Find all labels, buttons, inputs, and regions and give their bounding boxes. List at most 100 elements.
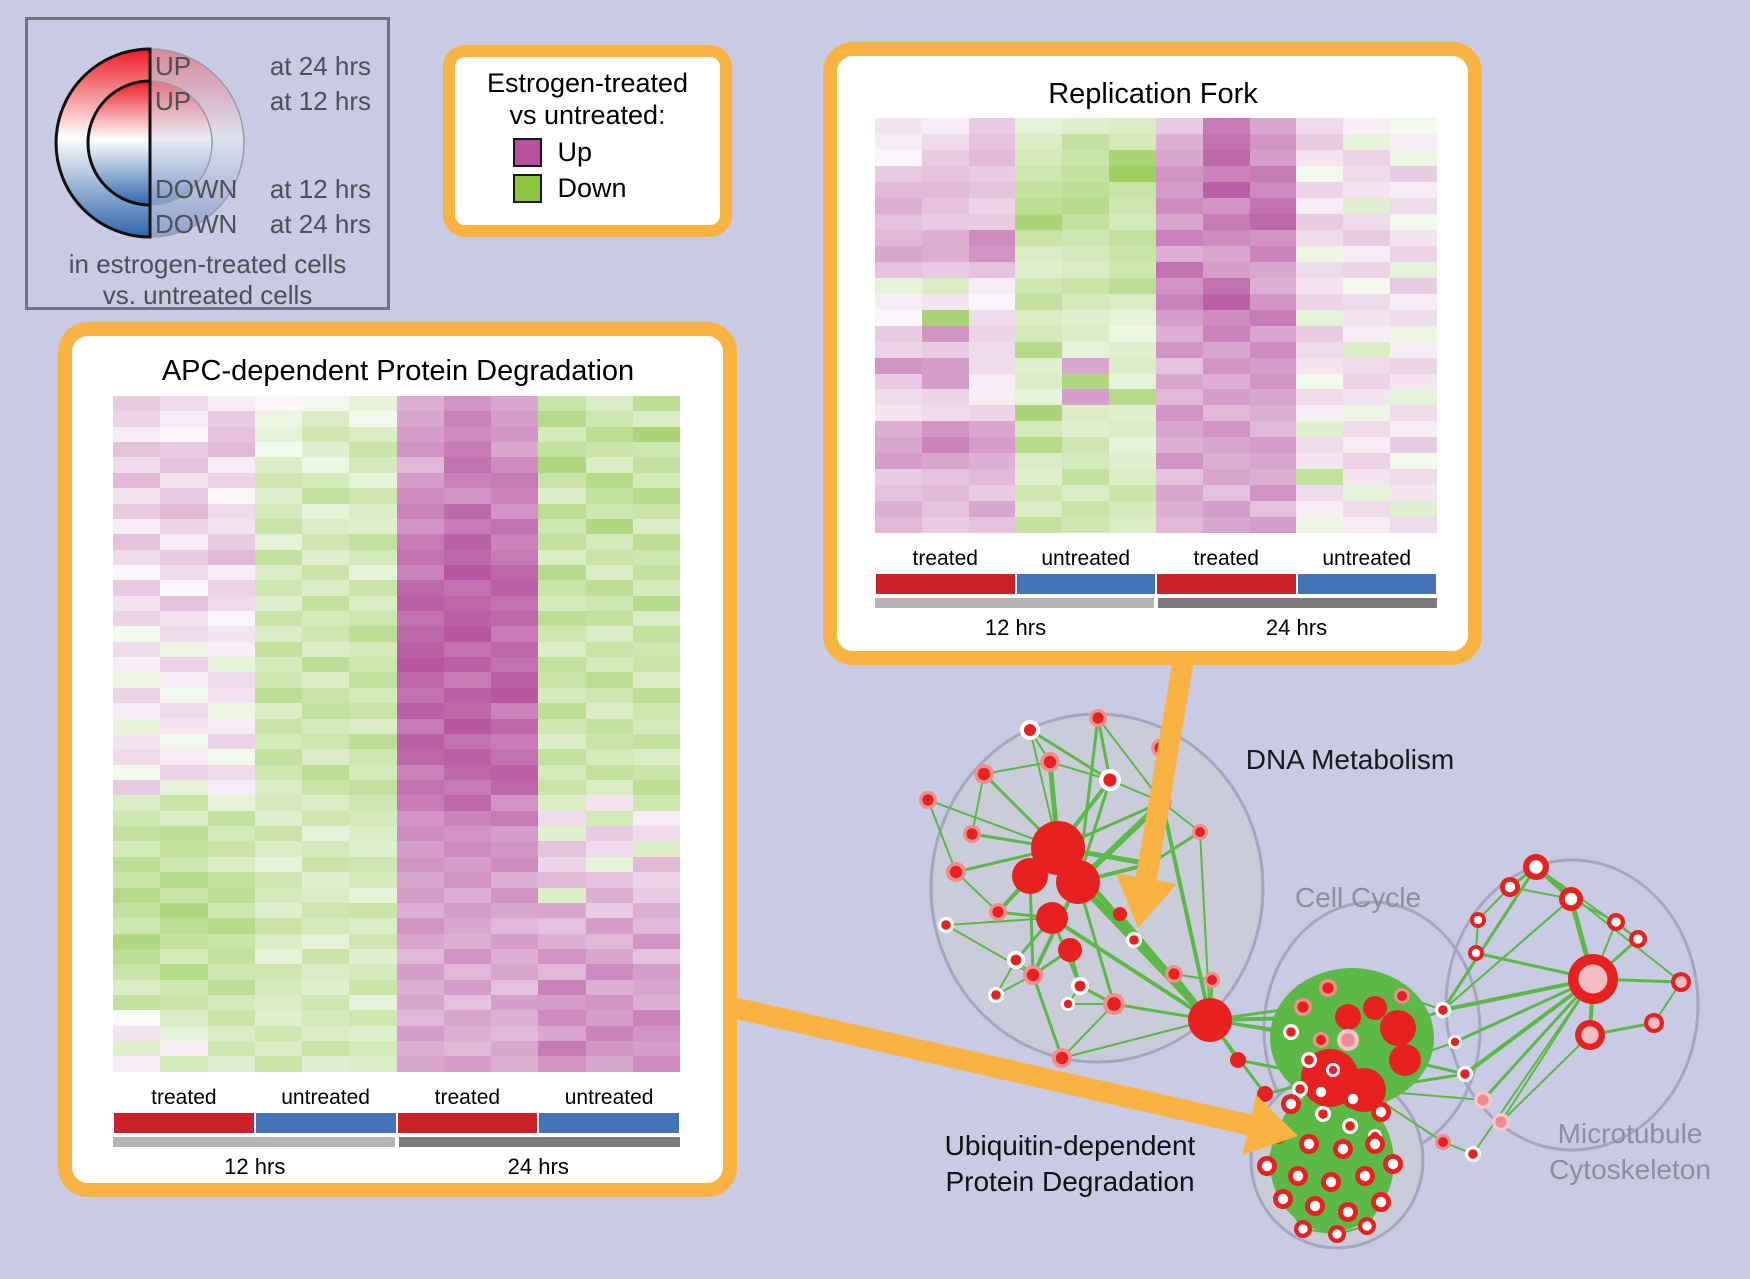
heatmap-cell: [1390, 341, 1437, 358]
network-edge: [1118, 913, 1212, 1021]
heatmap-cell: [113, 672, 161, 688]
heatmap-row: [113, 1010, 680, 1026]
heatmap-cell: [302, 703, 350, 719]
heatmap-cell: [585, 764, 633, 780]
heatmap-cell: [254, 703, 302, 719]
heatmap-row: [875, 485, 1437, 502]
heatmap-cell: [349, 518, 397, 535]
heatmap-row: [113, 703, 680, 719]
heatmap-row: [113, 1025, 680, 1042]
heatmap-cell: [491, 580, 539, 596]
network-node: [1363, 996, 1387, 1020]
arrow-head-icon: [1115, 873, 1177, 928]
heatmap-cell: [1202, 485, 1250, 502]
heatmap-cell: [1343, 309, 1391, 326]
heatmap-cell: [968, 373, 1016, 390]
heatmap-cell: [1390, 389, 1437, 406]
heatmap-cell: [875, 373, 922, 390]
heatmap-cell: [113, 396, 161, 412]
network-node: [1113, 907, 1127, 921]
heatmap-cell: [632, 396, 680, 412]
heatmap-cell: [207, 964, 255, 980]
heatmap-cell: [396, 1025, 444, 1042]
heatmap-cell: [302, 518, 350, 535]
network-node-core: [1578, 964, 1608, 994]
heatmap-cell: [632, 948, 680, 965]
heatmap-cell: [160, 564, 208, 581]
heatmap-cell: [538, 964, 586, 980]
network-node-core: [1438, 1137, 1448, 1147]
heatmap-cell: [1015, 309, 1063, 326]
condition-bar: [114, 1113, 254, 1133]
heatmap-cell: [632, 488, 680, 504]
heatmap-cell: [302, 1041, 350, 1057]
heatmap-cell: [254, 856, 302, 873]
heatmap-row: [875, 165, 1437, 182]
heatmap-cell: [1062, 309, 1110, 326]
heatmap-cell: [585, 488, 633, 504]
heatmap-cell: [1015, 405, 1063, 422]
heatmap-cell: [302, 426, 350, 443]
heatmap-cell: [921, 501, 969, 518]
heatmap-cell: [491, 795, 539, 811]
heatmap-cell: [1343, 165, 1391, 182]
heatmap-cell: [491, 457, 539, 473]
heatmap-row: [113, 810, 680, 827]
heatmap-cell: [160, 687, 208, 704]
heatmap-cell: [491, 964, 539, 980]
heatmap-cell: [538, 472, 586, 489]
network-node: [1257, 1086, 1273, 1102]
heatmap-cell: [302, 611, 350, 627]
heatmap-cell: [491, 657, 539, 673]
heatmap-cell: [1109, 245, 1156, 262]
heatmap-row: [113, 687, 680, 704]
heatmap-row: [113, 718, 680, 734]
heatmap-cell: [921, 245, 969, 262]
heatmap-cell: [207, 703, 255, 719]
heatmap-cell: [113, 718, 161, 734]
heatmap-cell: [1249, 421, 1297, 438]
heatmap-cell: [254, 810, 302, 827]
heatmap-cell: [968, 517, 1016, 534]
heatmap-cell: [585, 472, 633, 489]
heatmap-cell: [1109, 118, 1156, 134]
heatmap-cell: [585, 687, 633, 704]
heatmap-cell: [968, 309, 1016, 326]
heatmap-cell: [491, 1056, 539, 1072]
heatmap-cell: [1109, 437, 1156, 454]
heatmap-cell: [443, 933, 491, 949]
heatmap-cell: [443, 810, 491, 827]
heatmap-cell: [443, 488, 491, 504]
network-node-core: [1318, 1109, 1328, 1119]
legend-down-24-time: at 24 hrs: [269, 209, 371, 239]
updown-legend-box: UP at 24 hrs UP at 12 hrs DOWN at 12 hrs…: [25, 17, 390, 310]
heatmap-cell: [968, 118, 1016, 134]
heatmap-cell: [1155, 437, 1203, 454]
heatmap-cell: [632, 1025, 680, 1042]
network-node-core: [1074, 980, 1086, 992]
heatmap-cell: [302, 1025, 350, 1042]
heatmap-cell: [875, 133, 922, 150]
network-edge: [1160, 801, 1212, 1021]
heatmap-cell: [160, 841, 208, 857]
heatmap-cell: [160, 779, 208, 796]
heatmap-cell: [1062, 133, 1110, 150]
network-node-core: [1375, 1106, 1387, 1118]
heatmap-cell: [302, 779, 350, 796]
heatmap-cell: [443, 918, 491, 934]
heatmap-cell: [160, 626, 208, 642]
heatmap-cell: [160, 733, 208, 750]
heatmap-cell: [1015, 245, 1063, 262]
heatmap-cell: [632, 733, 680, 750]
heatmap-cell: [968, 341, 1016, 358]
network-node-core: [1460, 1069, 1470, 1079]
heatmap-cell: [302, 411, 350, 427]
heatmap-cell: [207, 810, 255, 827]
heatmap-cell: [396, 442, 444, 458]
network-node-core: [1397, 991, 1407, 1001]
group-label: untreated: [1322, 547, 1412, 570]
heatmap-cell: [538, 641, 586, 658]
heatmap-cell: [632, 795, 680, 811]
heatmap-cell: [113, 918, 161, 934]
heatmap-cell: [632, 902, 680, 919]
